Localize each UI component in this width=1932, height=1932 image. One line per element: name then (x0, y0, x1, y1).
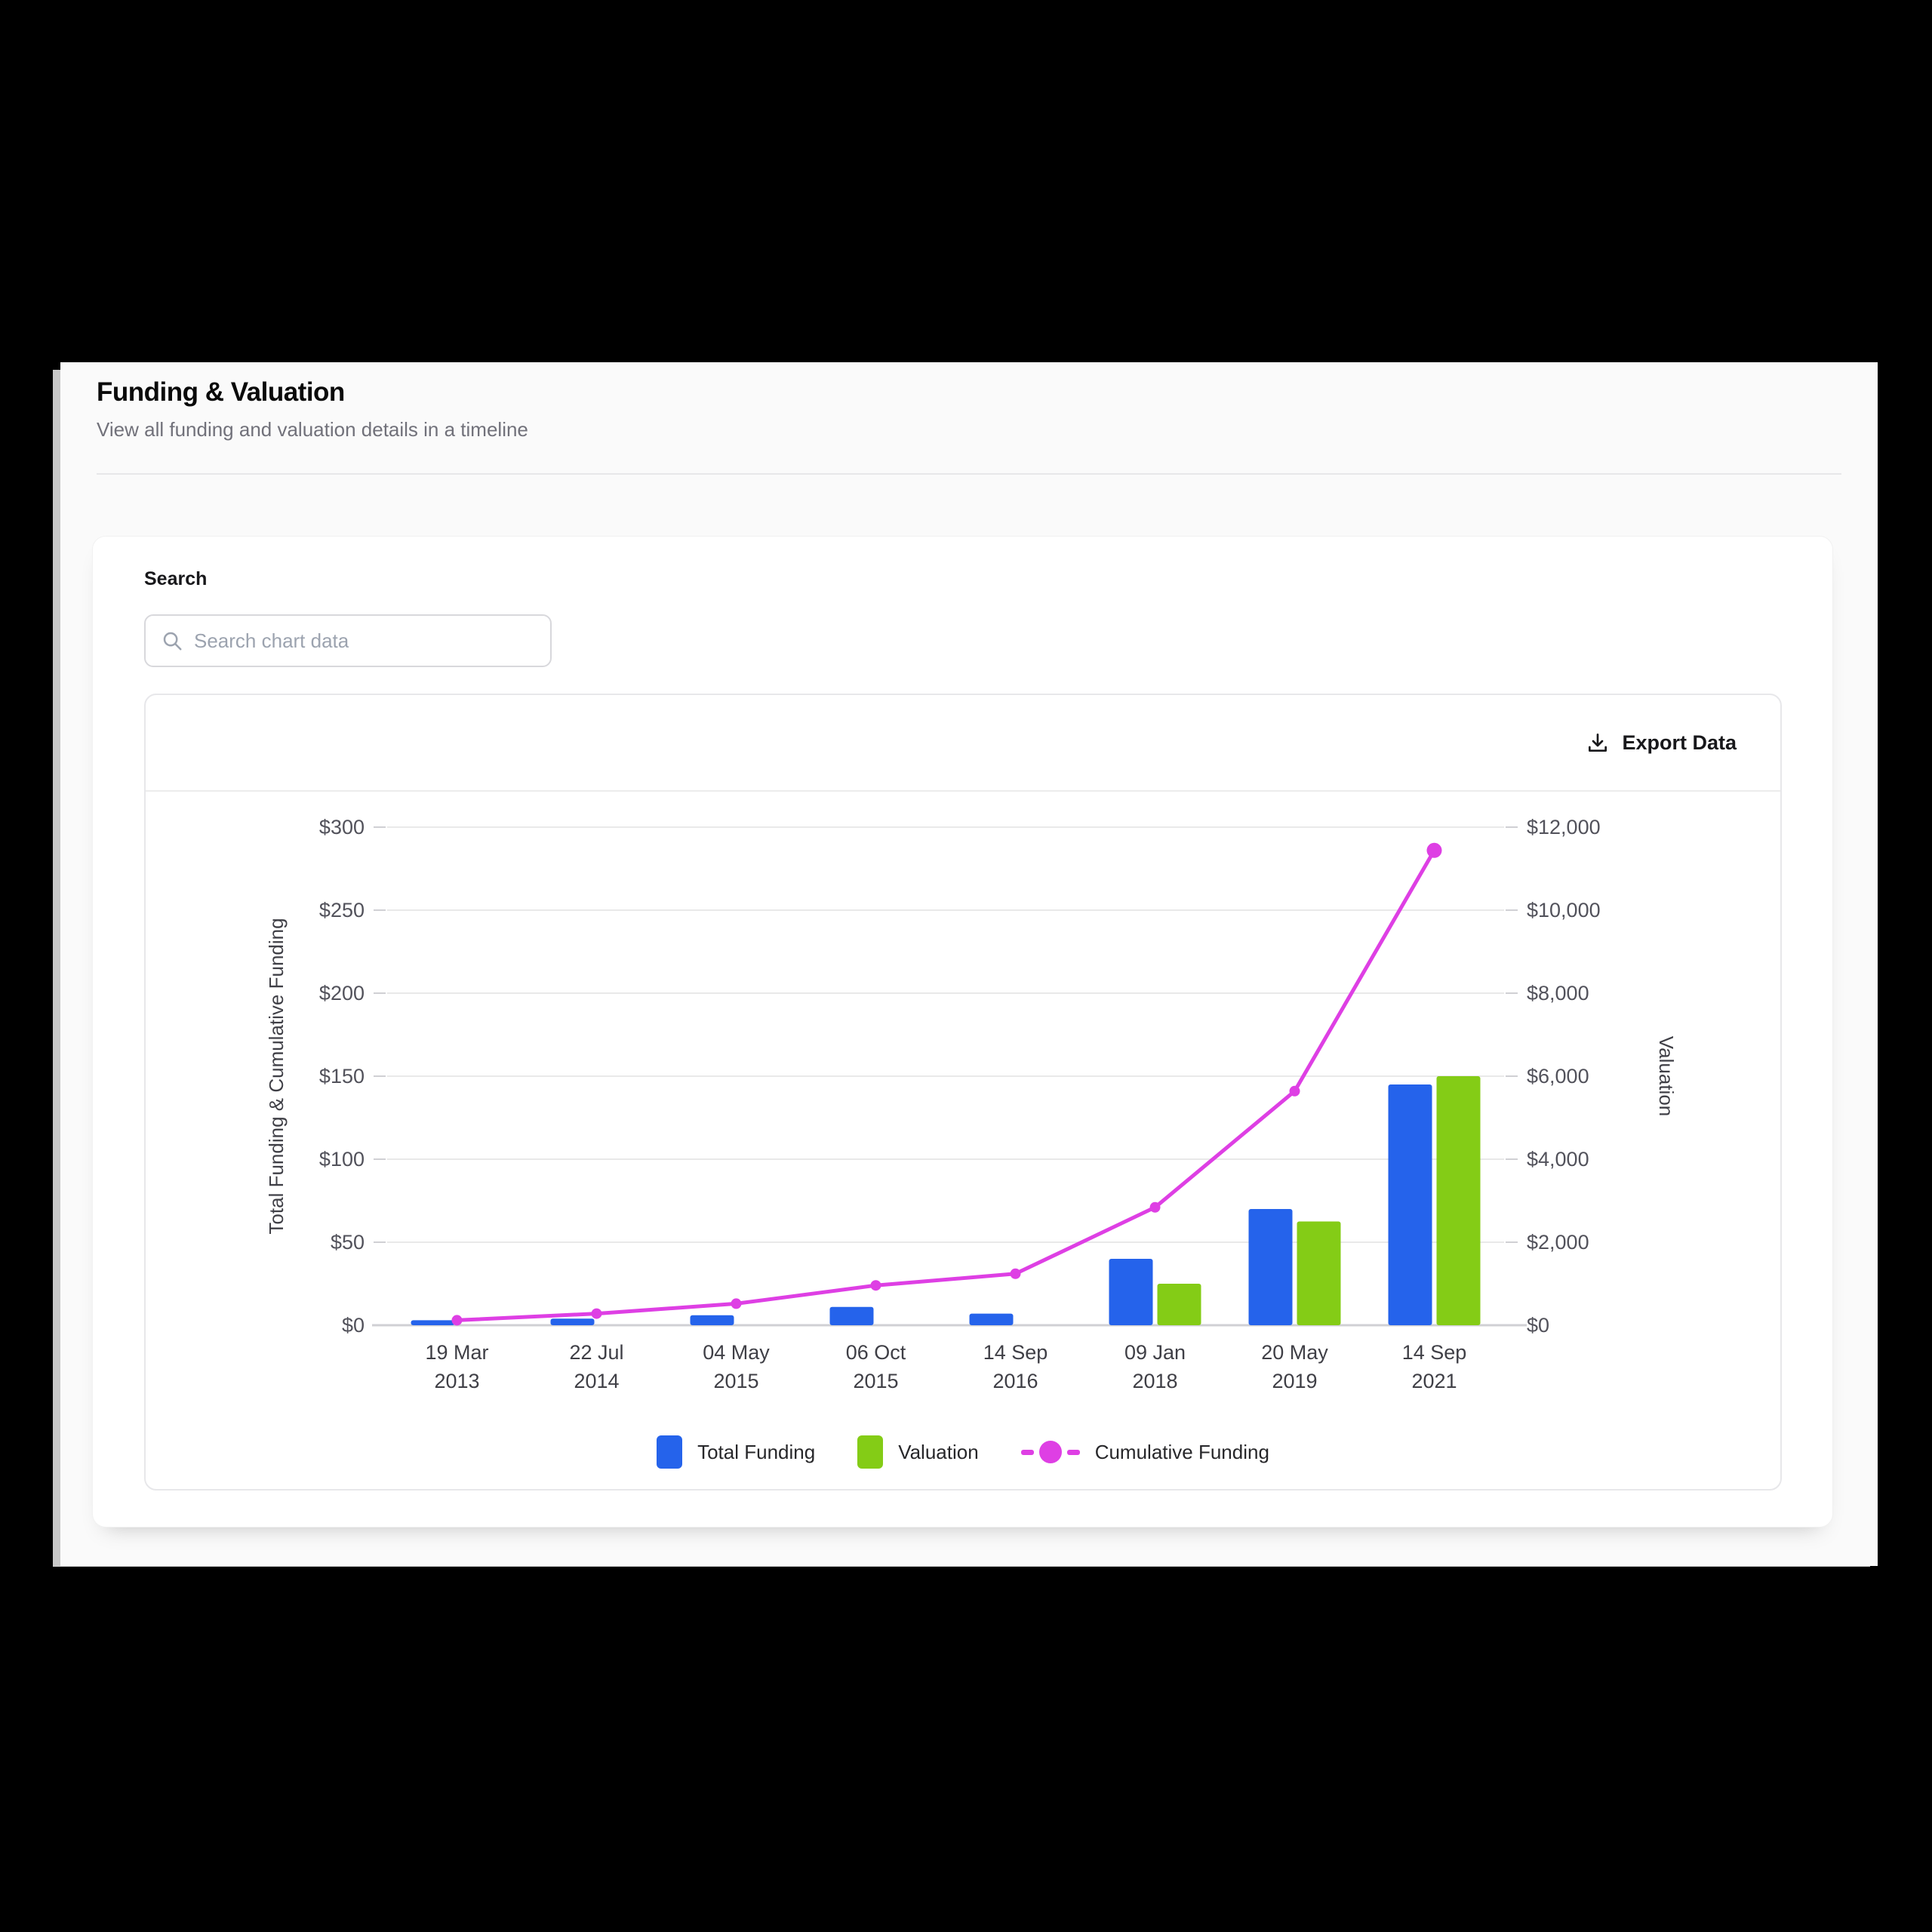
page-title: Funding & Valuation (97, 377, 345, 407)
x-axis-label: 14 Sep 2016 (983, 1341, 1048, 1392)
bar-total-funding[interactable] (829, 1306, 874, 1325)
download-icon (1589, 734, 1607, 752)
x-axis-label: 22 Jul 2014 (569, 1341, 623, 1392)
legend-label-total-funding: Total Funding (697, 1440, 816, 1463)
left-axis-tick-label: $250 (319, 899, 365, 921)
bar-total-funding[interactable] (1388, 1084, 1432, 1325)
right-axis-tick-label: $8,000 (1527, 982, 1589, 1004)
search-input[interactable] (192, 628, 538, 654)
x-axis-label: 19 Mar 2013 (425, 1341, 488, 1392)
bar-total-funding[interactable] (1109, 1259, 1153, 1325)
x-axis-label: 04 May 2015 (703, 1341, 770, 1392)
cumulative-funding-point[interactable] (870, 1280, 881, 1291)
x-axis-label: 20 May 2019 (1261, 1341, 1328, 1392)
search-field-container[interactable] (144, 614, 552, 667)
legend-item-valuation[interactable]: Valuation (857, 1435, 979, 1469)
legend-item-total-funding[interactable]: Total Funding (657, 1435, 815, 1469)
cumulative-funding-marker (1020, 1441, 1080, 1463)
right-axis-tick-label: $4,000 (1527, 1148, 1589, 1171)
total-funding-swatch (657, 1435, 683, 1469)
legend-item-cumulative-funding[interactable]: Cumulative Funding (1020, 1440, 1269, 1464)
bar-total-funding[interactable] (1248, 1209, 1293, 1325)
cumulative-funding-point[interactable] (451, 1315, 463, 1326)
left-axis-title: Total Funding & Cumulative Funding (265, 918, 288, 1234)
cumulative-funding-line (455, 848, 1436, 1322)
right-axis-tick-label: $6,000 (1527, 1065, 1589, 1088)
bar-valuation[interactable] (1157, 1284, 1201, 1325)
right-axis-title: Valuation (1655, 1036, 1678, 1117)
header-divider (97, 473, 1841, 475)
page-header: Funding & Valuation View all funding and… (97, 377, 1841, 441)
right-axis-tick-label: $12,000 (1527, 816, 1601, 838)
left-axis-tick-label: $200 (319, 982, 365, 1004)
x-axis-label: 09 Jan 2018 (1124, 1341, 1186, 1392)
bar-total-funding[interactable] (969, 1313, 1014, 1325)
chart-legend: Total Funding Valuation Cumulative Fundi… (146, 1414, 1780, 1489)
left-axis-tick-label: $100 (319, 1148, 365, 1171)
bar-valuation[interactable] (1436, 1076, 1481, 1325)
chart-section-card: Search Export Data $0$0$50$2,000$ (92, 536, 1833, 1527)
valuation-swatch (857, 1435, 884, 1469)
chart-card: Export Data $0 $0 $50 $2,000 $100 $4,000 $150 $… (144, 694, 1782, 1491)
search-icon (163, 632, 182, 651)
cumulative-funding-point[interactable] (1010, 1268, 1021, 1279)
bar-total-funding[interactable] (690, 1315, 734, 1325)
funding-valuation-page: Funding & Valuation View all funding and… (60, 362, 1878, 1566)
bar-total-funding[interactable] (411, 1320, 455, 1325)
bar-valuation[interactable] (1297, 1221, 1341, 1326)
page-subtitle: View all funding and valuation details i… (97, 418, 528, 441)
left-axis-tick-label: $50 (331, 1231, 365, 1254)
funding-valuation-chart: $0 $0 $50 $2,000 $100 $4,000 $150 $6,000 $200 $8,… (265, 816, 1678, 1392)
left-axis-tick-label: $0 (342, 1314, 365, 1337)
chart-toolbar: Export Data (146, 695, 1780, 792)
x-axis-label: 06 Oct 2015 (846, 1341, 906, 1392)
cumulative-funding-point[interactable] (1289, 1085, 1300, 1097)
bar-total-funding[interactable] (550, 1318, 595, 1325)
search-label: Search (144, 568, 208, 589)
cumulative-funding-point[interactable] (731, 1298, 742, 1309)
right-axis-tick-label: $2,000 (1527, 1231, 1589, 1254)
export-data-label: Export Data (1622, 731, 1737, 754)
right-axis-tick-label: $10,000 (1527, 899, 1601, 921)
legend-label-valuation: Valuation (898, 1440, 979, 1463)
left-axis-tick-label: $150 (319, 1065, 365, 1088)
x-axis-label: 14 Sep 2021 (1402, 1341, 1467, 1392)
cumulative-funding-point[interactable] (1426, 842, 1442, 858)
right-axis-tick-label: $0 (1527, 1314, 1549, 1337)
legend-label-cumulative-funding: Cumulative Funding (1094, 1440, 1269, 1463)
left-axis-tick-label: $300 (319, 816, 365, 838)
cumulative-funding-point[interactable] (591, 1308, 602, 1319)
cumulative-funding-point[interactable] (1149, 1201, 1161, 1213)
export-data-button[interactable]: Export Data (1581, 723, 1741, 762)
